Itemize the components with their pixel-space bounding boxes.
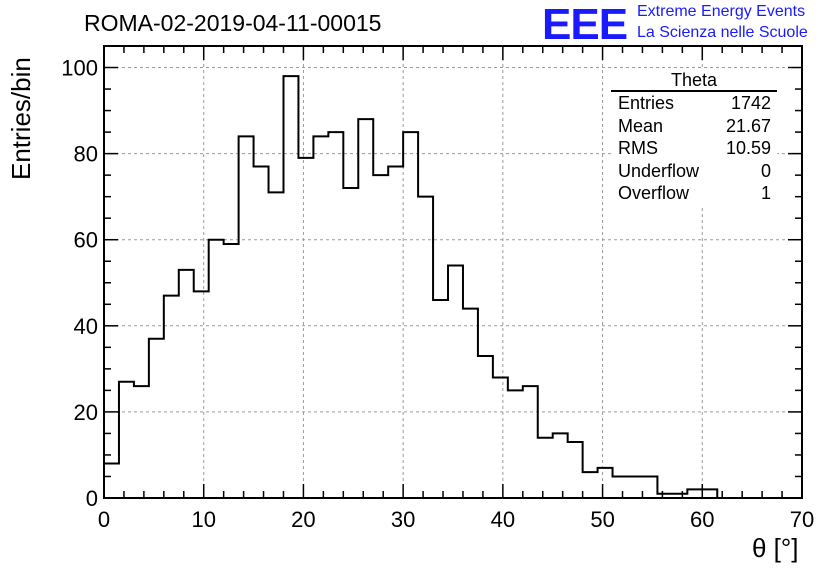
- histogram-bin: [328, 132, 343, 498]
- histogram-bin: [628, 476, 643, 498]
- y-tick-label: 80: [74, 142, 98, 167]
- histogram-bin: [523, 386, 538, 498]
- stats-row-rms: RMS 10.59: [611, 137, 777, 160]
- histogram-bin: [373, 175, 388, 498]
- histogram-bin: [134, 386, 149, 498]
- y-axis-label: Entries/bin: [6, 57, 36, 180]
- y-tick-label: 60: [74, 228, 98, 253]
- x-tick-label: 70: [790, 507, 814, 532]
- histogram-bin: [598, 468, 613, 498]
- histogram-bin: [298, 158, 313, 498]
- histogram-bin: [194, 291, 209, 498]
- stats-value: 0: [760, 160, 771, 181]
- histogram-bin: [478, 356, 493, 498]
- logo-subtitle-2: La Scienza nelle Scuole: [637, 24, 808, 41]
- histogram-bin: [224, 244, 239, 498]
- histogram-bin: [269, 192, 284, 498]
- histogram-bin: [613, 476, 628, 498]
- histogram-bin: [433, 300, 448, 498]
- histogram-bin: [463, 309, 478, 498]
- x-tick-label: 30: [391, 507, 415, 532]
- histogram-bin: [448, 266, 463, 498]
- stats-label: RMS: [618, 138, 658, 158]
- x-tick-label: 20: [291, 507, 315, 532]
- histogram-bin: [388, 167, 403, 498]
- x-tick-label: 50: [590, 507, 614, 532]
- histogram-bin: [493, 377, 508, 498]
- histogram-bin: [568, 442, 583, 498]
- histogram-bin: [553, 433, 568, 498]
- stats-title: Theta: [611, 70, 777, 92]
- stats-label: Mean: [618, 115, 664, 136]
- histogram-bin: [119, 382, 134, 498]
- histogram-bin: [179, 270, 194, 498]
- x-tick-label: 40: [491, 507, 515, 532]
- histogram-outline: [103, 75, 719, 498]
- histogram-bin: [358, 119, 373, 498]
- stats-value: 21.67: [725, 115, 771, 136]
- histogram-bin: [403, 132, 418, 498]
- stats-value: 1742: [730, 93, 771, 113]
- histogram-bin: [254, 167, 269, 498]
- histogram-bin: [583, 472, 598, 498]
- histogram-bin: [687, 489, 702, 498]
- histogram-bin: [149, 339, 164, 498]
- histogram-bin: [508, 390, 523, 498]
- stats-label: Overflow: [618, 183, 690, 203]
- x-tick-label: 10: [191, 507, 215, 532]
- histogram-bin: [313, 136, 328, 498]
- y-tick-label: 40: [74, 314, 98, 339]
- x-tick-label: 60: [690, 507, 714, 532]
- eee-logo: EEE: [542, 0, 628, 49]
- stats-row-underflow: Underflow 0: [611, 160, 777, 183]
- stats-row-mean: Mean 21.67: [611, 115, 777, 138]
- stats-value: 10.59: [725, 138, 771, 158]
- y-tick-label: 20: [74, 400, 98, 425]
- histogram-bin: [702, 489, 717, 498]
- logo-subtitle-1: Extreme Energy Events: [637, 3, 806, 20]
- x-axis-label: θ [°]: [752, 533, 799, 563]
- stats-label: Entries: [618, 93, 675, 113]
- histogram-bin: [239, 136, 254, 498]
- stats-label: Underflow: [618, 160, 700, 181]
- histogram-bin: [418, 197, 433, 498]
- plot-frame: [103, 45, 803, 499]
- histogram-bin: [104, 464, 119, 498]
- stats-box: Theta Entries 1742 Mean 21.67 RMS 10.59 …: [611, 70, 777, 205]
- histogram-bin: [642, 476, 657, 498]
- x-tick-label: 0: [98, 507, 110, 532]
- stats-row-overflow: Overflow 1: [611, 182, 777, 205]
- histogram-bin: [538, 438, 553, 498]
- y-tick-label: 0: [86, 486, 98, 511]
- histogram-bin: [209, 240, 224, 498]
- histogram-bin: [283, 76, 298, 498]
- plot-border: [103, 45, 803, 499]
- chart-title: ROMA-02-2019-04-11-00015: [84, 10, 382, 36]
- histogram-bin: [164, 296, 179, 498]
- histogram-bin: [343, 188, 358, 498]
- stats-value: 1: [760, 183, 771, 203]
- stats-row-entries: Entries 1742: [611, 92, 777, 115]
- y-tick-label: 100: [61, 56, 98, 81]
